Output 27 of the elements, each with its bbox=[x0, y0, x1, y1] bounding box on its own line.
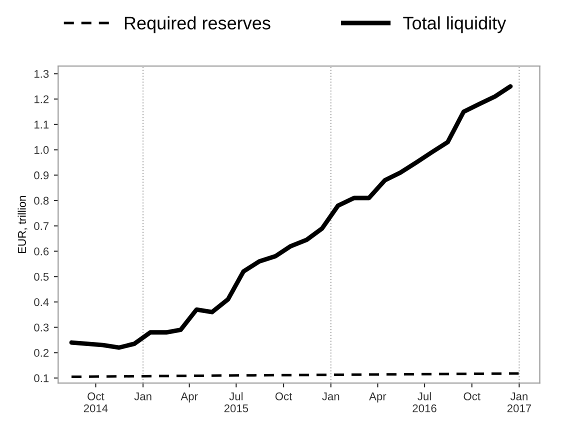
y-tick-label: 0.1 bbox=[34, 374, 49, 382]
y-tick-label: 0.3 bbox=[34, 324, 49, 332]
y-tick-label: 1.0 bbox=[34, 146, 49, 154]
y-tick-label: 1.3 bbox=[34, 70, 49, 78]
x-tick-label: Apr bbox=[369, 392, 386, 402]
y-tick-label: 0.7 bbox=[34, 222, 49, 230]
y-tick-label: 0.5 bbox=[34, 272, 49, 281]
x-tick-label: Apr bbox=[180, 392, 198, 402]
x-tick-label: Jan bbox=[134, 392, 152, 400]
y-tick-label: 1.1 bbox=[34, 120, 49, 128]
x-tick-label: Oct 2014 bbox=[84, 392, 108, 412]
y-tick-label: 0.8 bbox=[34, 196, 49, 205]
legend-label: Required reserves bbox=[124, 16, 270, 34]
x-tick-label: Jan bbox=[322, 392, 340, 400]
y-axis-title: EUR, trillion bbox=[18, 196, 28, 254]
x-tick-label: Jul 2016 bbox=[412, 392, 436, 412]
y-tick-label: 0.4 bbox=[34, 298, 49, 306]
y-tick-label: 0.6 bbox=[34, 248, 49, 256]
line-series bbox=[69, 84, 513, 350]
x-tick-label: Oct bbox=[275, 392, 292, 400]
legend-label: Total liquidity bbox=[403, 16, 506, 34]
y-tick-label: 0.9 bbox=[34, 171, 49, 180]
x-tick-label: Jul 2015 bbox=[224, 392, 248, 412]
x-tick-label: Oct bbox=[464, 392, 480, 400]
y-tick-label: 1.2 bbox=[34, 95, 49, 104]
y-tick-label: 0.2 bbox=[34, 348, 49, 357]
x-tick-label: Jan 2017 bbox=[507, 392, 532, 412]
